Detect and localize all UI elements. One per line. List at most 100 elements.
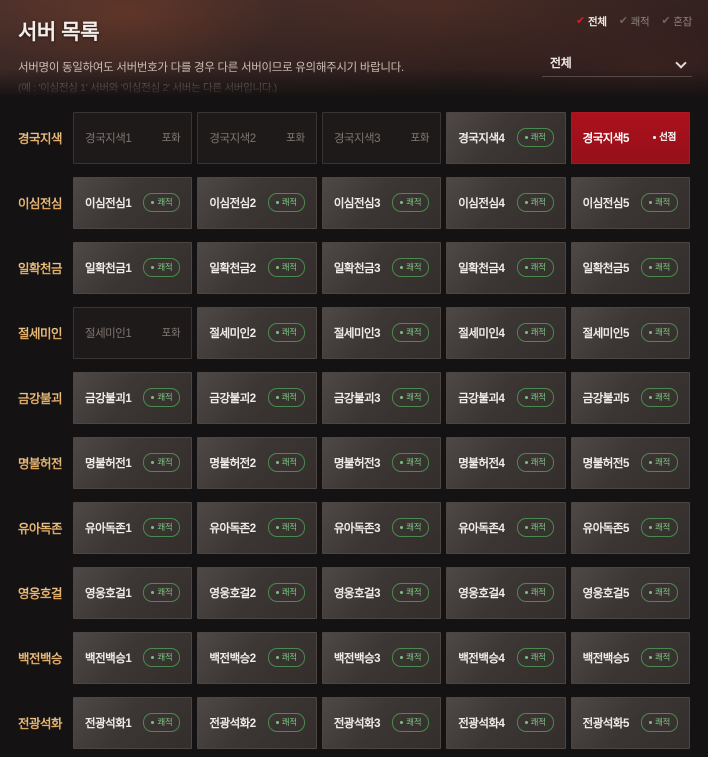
server-cell[interactable]: 유아독존1 쾌적 — [73, 501, 193, 554]
server-cell[interactable]: 금강불괴2 쾌적 — [197, 371, 317, 424]
server-cells: 백전백승1 쾌적 백전백승2 쾌적 백전백승3 쾌적 백전백승4 쾌적 백전백승5 쾌적 — [73, 631, 691, 684]
server-cell[interactable]: 금강불괴5 쾌적 — [570, 371, 691, 424]
server-cell[interactable]: 절세미인4 쾌적 — [446, 306, 566, 359]
server-cell[interactable]: 명불허전3 쾌적 — [321, 436, 442, 489]
server-cell[interactable]: 백전백승2 쾌적 — [197, 631, 317, 684]
legend-filter-0[interactable]: ✔ 전체 — [576, 14, 607, 29]
server-cell[interactable]: 금강불괴4 쾌적 — [446, 371, 566, 424]
status-badge: 쾌적 — [267, 193, 305, 212]
server-cell[interactable]: 영웅호걸1 쾌적 — [73, 566, 193, 619]
server-cell[interactable]: 백전백승5 쾌적 — [570, 631, 691, 684]
status-badge: 쾌적 — [267, 583, 305, 602]
status-badge-label: 쾌적 — [281, 327, 297, 338]
server-cell[interactable]: 이심전심2 쾌적 — [197, 176, 317, 229]
server-cell[interactable]: 유아독존3 쾌적 — [321, 501, 442, 554]
server-cell[interactable]: 일확천금4 쾌적 — [446, 241, 566, 294]
server-cell[interactable]: 명불허전5 쾌적 — [570, 436, 691, 489]
server-cell[interactable]: 유아독존4 쾌적 — [446, 501, 566, 554]
status-badge-label: 쾌적 — [406, 652, 422, 663]
server-cell[interactable]: 일확천금3 쾌적 — [321, 241, 442, 294]
server-name: 유아독존5 — [582, 522, 630, 535]
server-cell[interactable]: 유아독존5 쾌적 — [570, 501, 691, 554]
server-status-text: 포화 — [410, 132, 430, 144]
server-cell[interactable]: 명불허전2 쾌적 — [197, 436, 317, 489]
status-dot-icon — [151, 266, 155, 269]
server-cell[interactable]: 금강불괴3 쾌적 — [321, 371, 442, 424]
server-cell[interactable]: 이심전심5 쾌적 — [570, 176, 691, 229]
server-group-row: 경국지색 경국지색1 포화 경국지색2 포화 경국지색3 포화 경국지색4 쾌적 경국지색5 선점 — [18, 105, 691, 170]
server-status-text: 포화 — [161, 132, 181, 144]
server-cell[interactable]: 절세미인3 쾌적 — [321, 306, 442, 359]
server-filter-selected-value: 전체 — [550, 56, 572, 70]
server-cell[interactable]: 절세미인1 포화 — [73, 306, 193, 359]
server-cell[interactable]: 경국지색1 포화 — [73, 111, 193, 164]
legend-filter-2[interactable]: ✔ 혼잡 — [661, 14, 692, 29]
server-name: 유아독존1 — [85, 522, 132, 535]
server-cell[interactable]: 이심전심1 쾌적 — [73, 176, 193, 229]
server-cell[interactable]: 전광석화1 쾌적 — [73, 696, 193, 749]
server-cell[interactable]: 금강불괴1 쾌적 — [73, 371, 193, 424]
server-group-row: 절세미인 절세미인1 포화 절세미인2 쾌적 절세미인3 쾌적 절세미인4 쾌적 절세미인5 쾌적 — [18, 300, 691, 365]
server-cell[interactable]: 일확천금2 쾌적 — [197, 241, 317, 294]
status-badge-label: 쾌적 — [281, 197, 297, 208]
status-dot-icon — [524, 331, 528, 334]
server-filter-select[interactable]: 전체 — [542, 49, 692, 77]
server-cell[interactable]: 전광석화5 쾌적 — [570, 696, 691, 749]
status-dot-icon — [400, 526, 404, 529]
status-badge-label: 쾌적 — [530, 132, 546, 143]
server-name: 금강불괴5 — [582, 392, 630, 405]
server-cell[interactable]: 백전백승4 쾌적 — [446, 631, 566, 684]
status-dot-icon — [524, 656, 528, 659]
server-cell[interactable]: 절세미인2 쾌적 — [197, 306, 317, 359]
server-cell[interactable]: 백전백승3 쾌적 — [321, 631, 442, 684]
server-cells: 전광석화1 쾌적 전광석화2 쾌적 전광석화3 쾌적 전광석화4 쾌적 전광석화5 쾌적 — [73, 696, 691, 749]
status-badge: 쾌적 — [640, 323, 679, 342]
server-cell[interactable]: 일확천금1 쾌적 — [73, 241, 193, 294]
server-cell[interactable]: 영웅호걸2 쾌적 — [197, 566, 317, 619]
server-cell[interactable]: 영웅호걸4 쾌적 — [446, 566, 566, 619]
server-name: 영웅호걸2 — [209, 587, 256, 600]
server-cell[interactable]: 이심전심4 쾌적 — [446, 176, 566, 229]
status-badge-label: 선점 — [659, 131, 677, 143]
server-cell[interactable]: 명불허전4 쾌적 — [446, 436, 566, 489]
server-cells: 영웅호걸1 쾌적 영웅호걸2 쾌적 영웅호걸3 쾌적 영웅호걸4 쾌적 영웅호걸5 쾌적 — [73, 566, 691, 619]
server-name: 일확천금4 — [458, 262, 505, 275]
server-cell[interactable]: 경국지색3 포화 — [321, 111, 442, 164]
status-badge-label: 쾌적 — [281, 652, 297, 663]
server-cell[interactable]: 전광석화4 쾌적 — [446, 696, 566, 749]
server-cell[interactable]: 백전백승1 쾌적 — [73, 631, 193, 684]
legend-filter-1[interactable]: ✔ 쾌적 — [619, 14, 650, 29]
status-badge: 쾌적 — [143, 193, 181, 212]
status-badge: 쾌적 — [516, 193, 554, 212]
status-dot-icon — [648, 396, 652, 399]
status-dot-icon — [524, 721, 528, 724]
server-cell[interactable]: 유아독존2 쾌적 — [197, 501, 317, 554]
server-cell[interactable]: 영웅호걸3 쾌적 — [321, 566, 442, 619]
server-cell[interactable]: 경국지색5 선점 — [570, 111, 691, 164]
server-name: 전광석화1 — [85, 717, 132, 730]
status-badge-label: 쾌적 — [530, 522, 546, 533]
status-badge: 쾌적 — [143, 713, 181, 732]
server-cell[interactable]: 경국지색2 포화 — [197, 111, 317, 164]
status-badge: 쾌적 — [267, 648, 305, 667]
server-cell[interactable]: 일확천금5 쾌적 — [570, 241, 691, 294]
server-cell[interactable]: 명불허전1 쾌적 — [73, 436, 193, 489]
server-cell[interactable]: 전광석화3 쾌적 — [321, 696, 442, 749]
server-cell[interactable]: 절세미인5 쾌적 — [570, 306, 691, 359]
server-name: 이심전심5 — [582, 197, 630, 210]
status-badge-label: 쾌적 — [530, 327, 546, 338]
server-cell[interactable]: 전광석화2 쾌적 — [197, 696, 317, 749]
status-badge-label: 쾌적 — [281, 262, 297, 273]
server-name: 백전백승3 — [333, 652, 381, 665]
status-dot-icon — [648, 591, 652, 594]
server-cell[interactable]: 영웅호걸5 쾌적 — [570, 566, 691, 619]
server-cell[interactable]: 이심전심3 쾌적 — [321, 176, 442, 229]
server-cells: 경국지색1 포화 경국지색2 포화 경국지색3 포화 경국지색4 쾌적 경국지색5 선점 — [73, 111, 691, 164]
status-badge: 쾌적 — [640, 583, 679, 602]
server-name: 명불허전3 — [333, 457, 381, 470]
server-cell[interactable]: 경국지색4 쾌적 — [446, 111, 566, 164]
status-badge: 쾌적 — [640, 258, 679, 277]
server-group-label: 일확천금 — [18, 258, 73, 277]
server-grid: 경국지색 경국지색1 포화 경국지색2 포화 경국지색3 포화 경국지색4 쾌적 경국지색5 선점 이… — [0, 95, 708, 757]
server-name: 유아독존3 — [333, 522, 381, 535]
